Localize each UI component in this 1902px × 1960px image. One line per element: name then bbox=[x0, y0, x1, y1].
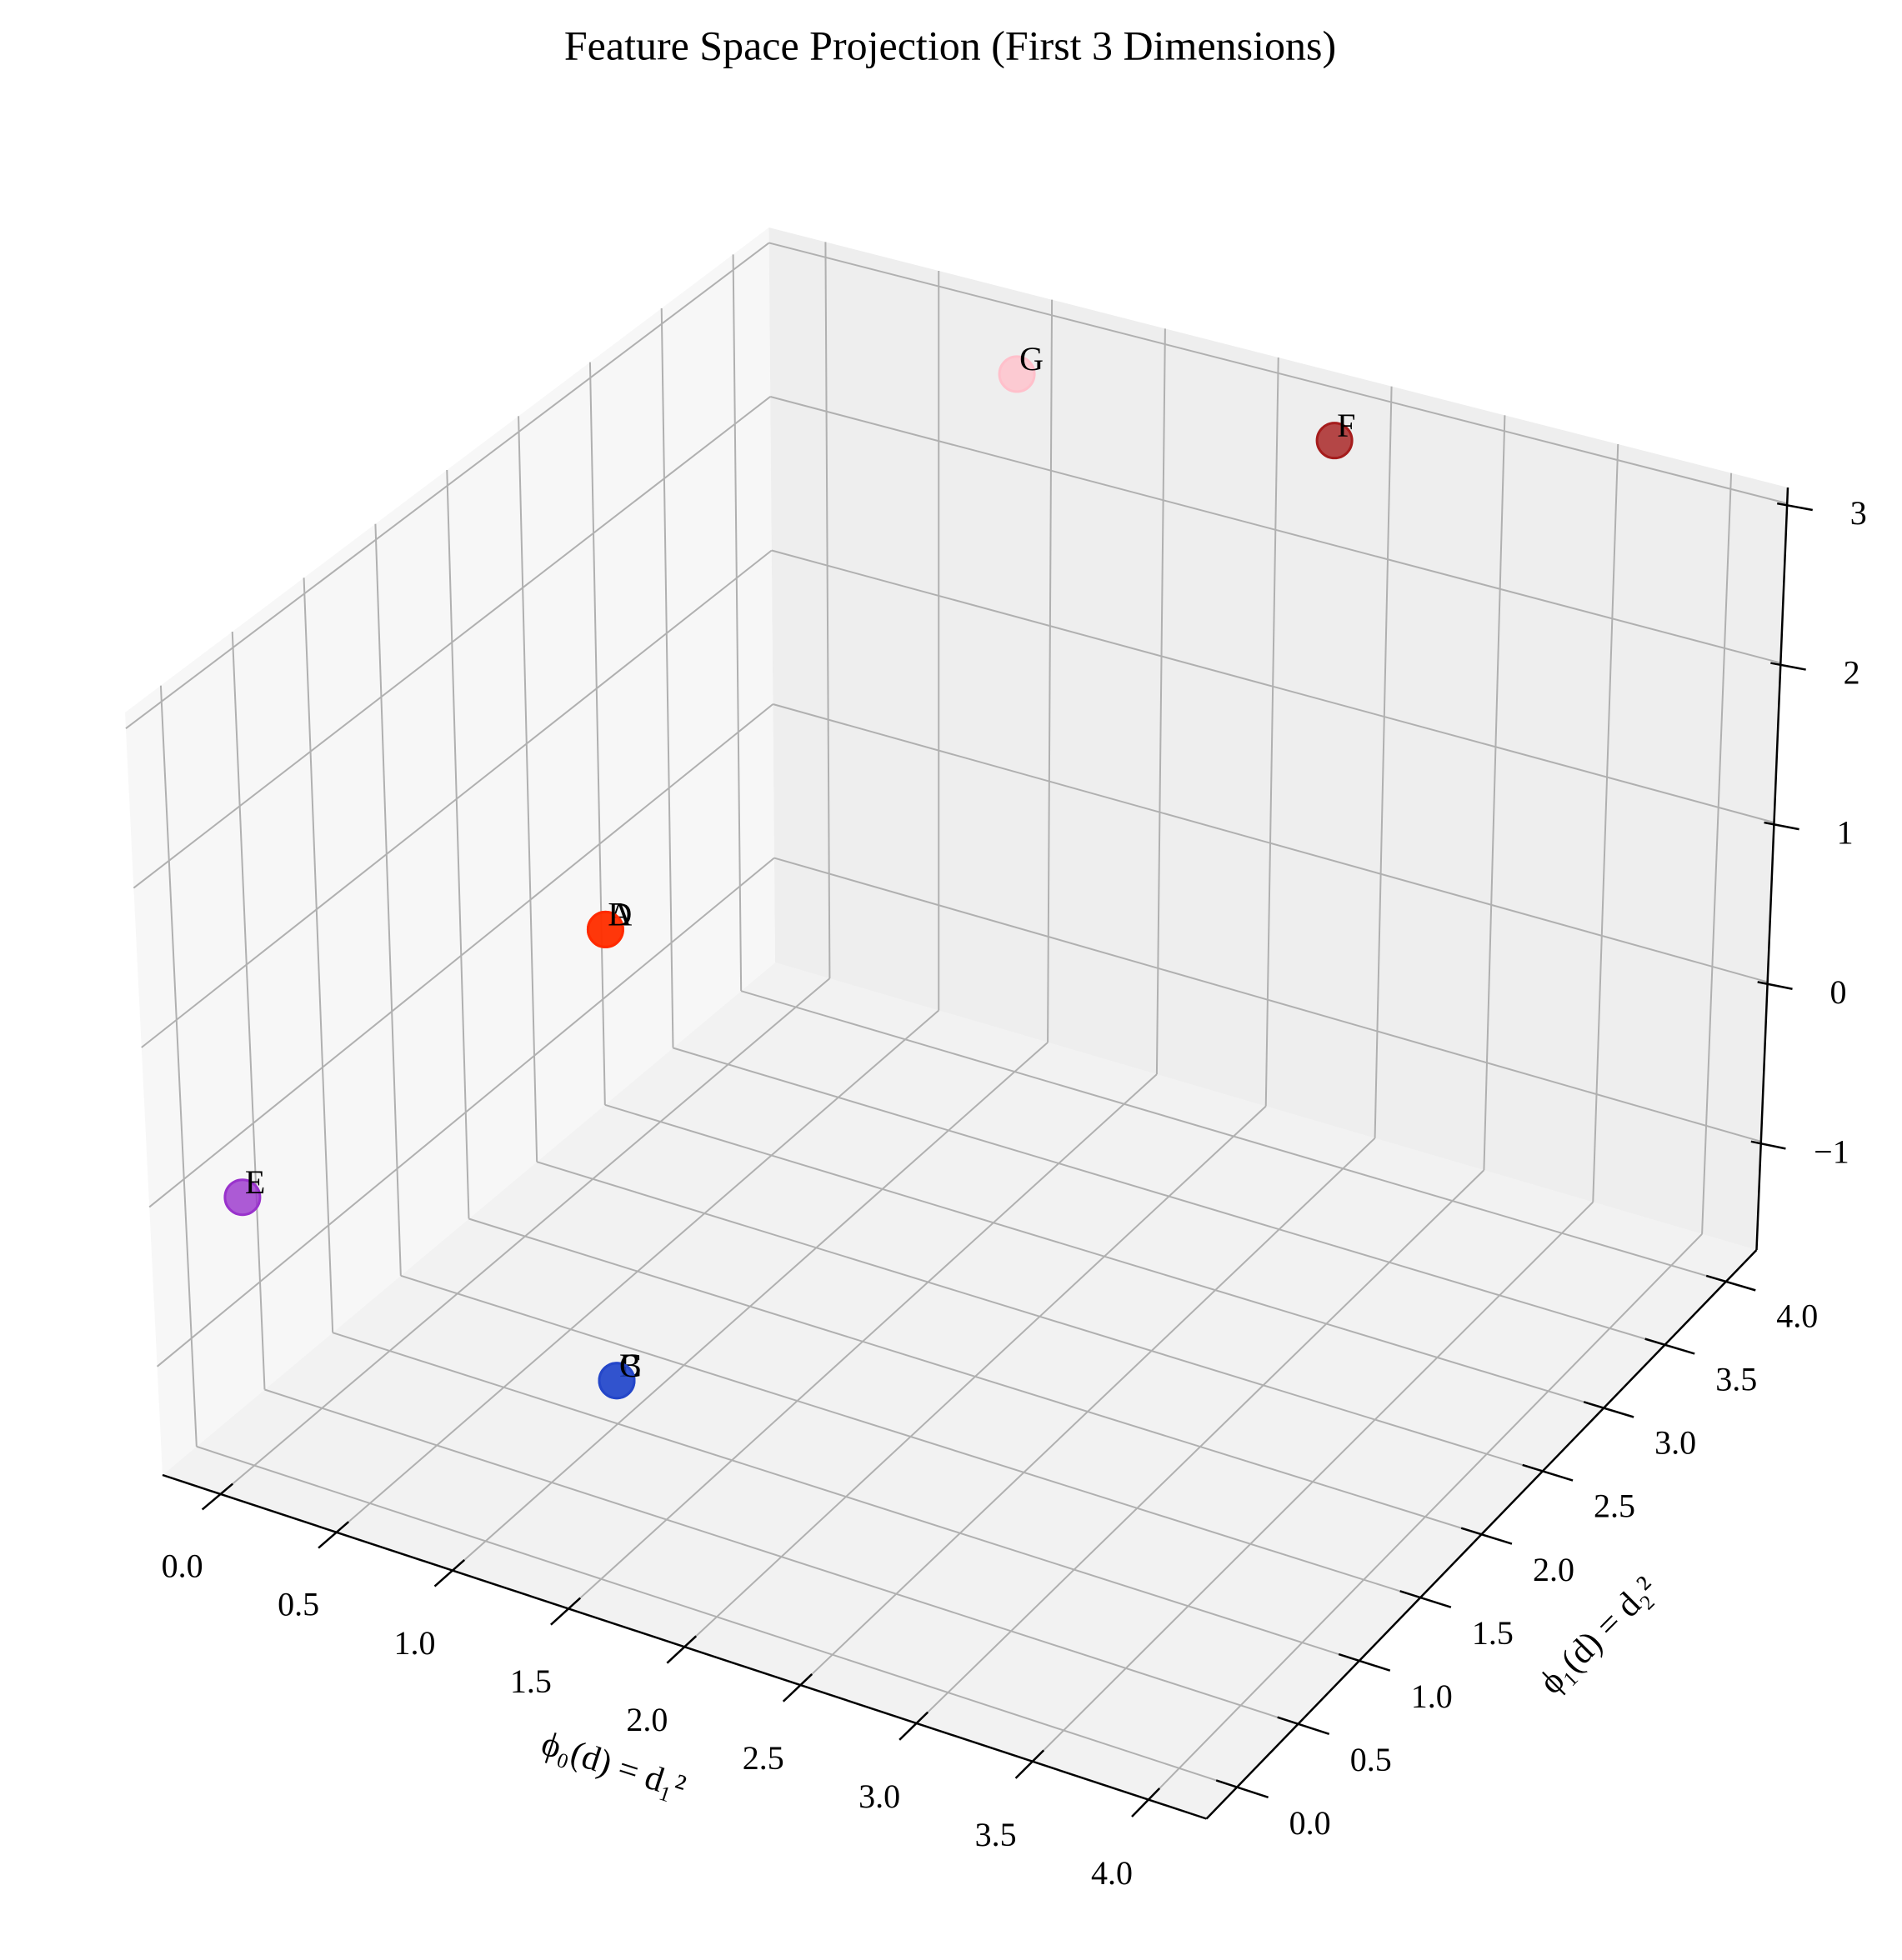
grid-line bbox=[264, 1388, 1299, 1725]
point bbox=[1315, 422, 1354, 460]
z-tick-label: −1 bbox=[1814, 1133, 1849, 1171]
x-tick bbox=[1131, 1788, 1161, 1818]
grid-line bbox=[773, 857, 1762, 1142]
point bbox=[598, 1362, 636, 1400]
x-tick-label: 0.5 bbox=[278, 1586, 319, 1623]
x-tick bbox=[1014, 1749, 1045, 1779]
grid-line bbox=[824, 242, 831, 979]
y-tick-label: 4.0 bbox=[1776, 1298, 1818, 1335]
grid-line bbox=[673, 1047, 1665, 1346]
y-tick-label: 0.5 bbox=[1350, 1741, 1392, 1778]
y-tick-label: 3.5 bbox=[1715, 1361, 1757, 1398]
grid-line bbox=[141, 549, 773, 1048]
point bbox=[223, 1178, 262, 1217]
z-tick-label: 1 bbox=[1837, 813, 1854, 851]
x-tick-label: 3.5 bbox=[975, 1816, 1017, 1853]
left-pane bbox=[125, 228, 775, 1475]
z-tick-label: 0 bbox=[1830, 973, 1847, 1011]
grid-line bbox=[148, 703, 773, 1208]
grid-line bbox=[732, 254, 743, 992]
grid-line bbox=[768, 242, 1788, 505]
y-tick bbox=[1705, 1274, 1756, 1292]
grid-line bbox=[332, 1332, 1360, 1662]
x-tick-label: 3.0 bbox=[858, 1778, 900, 1815]
grid-line bbox=[468, 1218, 1482, 1536]
x-tick-label: 2.5 bbox=[743, 1739, 784, 1777]
y-tick-label: 3.0 bbox=[1654, 1424, 1696, 1462]
grid-line bbox=[604, 1103, 1604, 1409]
x-tick-label: 0.0 bbox=[162, 1548, 203, 1585]
x-tick bbox=[201, 1482, 234, 1511]
back-pane bbox=[768, 228, 1788, 1250]
y-tick bbox=[1522, 1463, 1574, 1482]
z-tick bbox=[1764, 821, 1799, 831]
y-tick bbox=[1460, 1527, 1513, 1545]
grid-line bbox=[1701, 472, 1733, 1234]
z-tick bbox=[1757, 981, 1793, 990]
point-label: C bbox=[619, 1347, 642, 1384]
grid-line bbox=[660, 308, 674, 1048]
point-label: E bbox=[245, 1163, 265, 1201]
z-tick bbox=[1770, 662, 1806, 671]
grid-line bbox=[196, 1445, 1238, 1788]
x-tick bbox=[666, 1635, 698, 1664]
grid-line bbox=[1374, 386, 1393, 1138]
x-tick-label: 4.0 bbox=[1091, 1854, 1133, 1892]
y-tick-label: 2.0 bbox=[1533, 1551, 1574, 1588]
grid-line bbox=[740, 990, 1727, 1282]
grid-line bbox=[773, 703, 1768, 983]
y-tick bbox=[1644, 1338, 1695, 1355]
x-tick bbox=[433, 1558, 466, 1588]
grid-line bbox=[400, 1274, 1421, 1599]
y-tick-label: 1.5 bbox=[1472, 1614, 1514, 1652]
x-tick-label: 1.5 bbox=[510, 1662, 552, 1700]
point-label: G bbox=[1019, 340, 1044, 378]
x-tick bbox=[318, 1521, 350, 1549]
grid-line bbox=[1483, 415, 1506, 1171]
point bbox=[998, 355, 1036, 393]
grid-line bbox=[159, 685, 198, 1447]
grid-line bbox=[1047, 299, 1054, 1042]
grid-line bbox=[1592, 443, 1619, 1202]
y-tick-label: 1.0 bbox=[1411, 1678, 1453, 1715]
grid-line bbox=[588, 362, 606, 1105]
z-tick bbox=[1750, 1140, 1786, 1150]
grid-line bbox=[1155, 328, 1166, 1075]
x-tick-label: 1.0 bbox=[393, 1624, 435, 1662]
point-label: D bbox=[608, 896, 632, 933]
y-tick bbox=[1399, 1590, 1452, 1608]
grid-line bbox=[518, 416, 538, 1162]
grid-line bbox=[374, 523, 402, 1276]
z-axis-line bbox=[1755, 487, 1789, 1251]
y-tick-label: 2.5 bbox=[1594, 1488, 1635, 1525]
y-tick bbox=[1338, 1652, 1391, 1672]
grid-line bbox=[133, 396, 771, 889]
y-tick bbox=[1215, 1779, 1269, 1799]
z-tick bbox=[1776, 502, 1813, 512]
grid-line bbox=[446, 469, 470, 1219]
y-tick bbox=[1277, 1716, 1330, 1735]
y-tick bbox=[1583, 1401, 1634, 1418]
grid-line bbox=[536, 1161, 1544, 1472]
grid-line bbox=[125, 242, 770, 729]
z-tick-label: 2 bbox=[1844, 654, 1860, 692]
z-tick-label: 3 bbox=[1850, 494, 1867, 532]
x-tick bbox=[550, 1597, 582, 1626]
grid-line bbox=[771, 549, 1774, 823]
x-tick bbox=[782, 1673, 813, 1702]
chart-title: Feature Space Projection (First 3 Dimens… bbox=[564, 22, 1336, 68]
x-tick bbox=[898, 1711, 929, 1741]
grid-line bbox=[1264, 357, 1279, 1107]
grid-line bbox=[769, 396, 1781, 664]
point bbox=[586, 910, 624, 948]
grid-line bbox=[303, 578, 334, 1333]
grid-line bbox=[231, 631, 266, 1390]
y-tick-label: 0.0 bbox=[1289, 1804, 1331, 1842]
grid-line bbox=[156, 857, 775, 1368]
x-tick-label: 2.0 bbox=[626, 1701, 668, 1738]
point-label: F bbox=[1337, 407, 1355, 444]
